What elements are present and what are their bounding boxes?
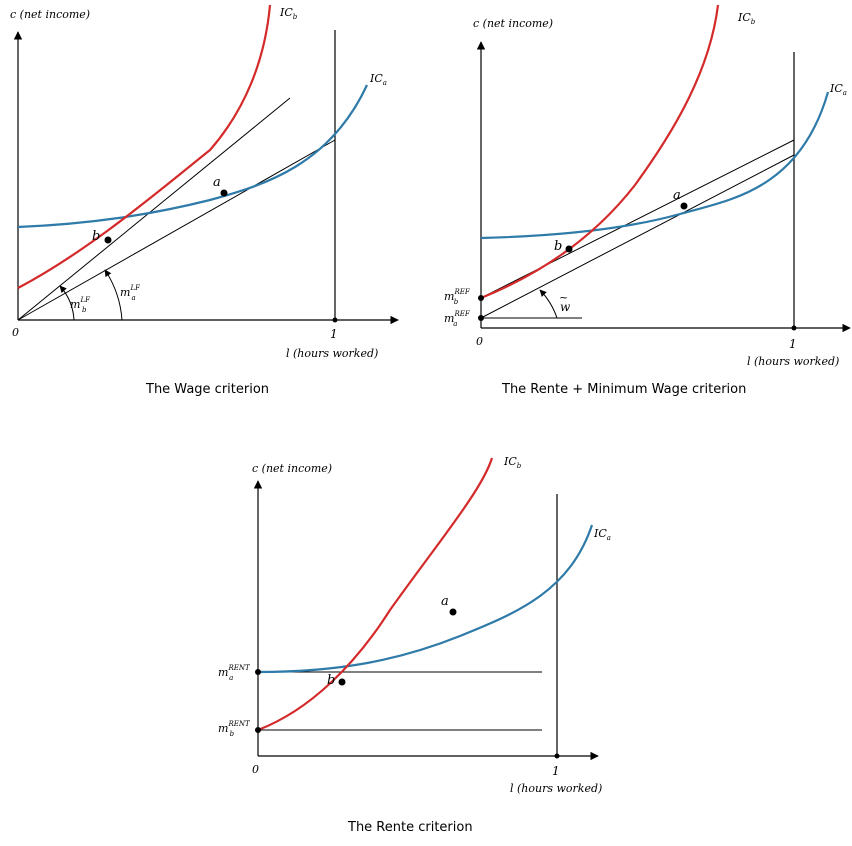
ic-a-label: ICa <box>369 72 387 87</box>
w-angle-arc <box>539 289 558 319</box>
point-a-label: a <box>441 594 449 609</box>
l-one-tick-dot <box>554 753 560 759</box>
ic-b-label: ICb <box>279 6 298 21</box>
one-label: 1 <box>330 327 338 341</box>
ic-a-label: ICa <box>829 82 847 97</box>
budget-line-a <box>17 139 336 321</box>
point-a-label: a <box>673 188 681 203</box>
y-axis-label: c (net income) <box>10 8 90 21</box>
ic-b-label: ICb <box>503 455 522 470</box>
l-one-tick-dot <box>332 317 338 323</box>
one-label: 1 <box>789 337 797 351</box>
wage-criterion-diagram: c (net income) l (hours worked) 0 1 a b … <box>10 4 399 360</box>
slope-a-label: mLF a <box>120 284 141 302</box>
m-a-rent-label: mRENT a <box>218 664 251 682</box>
indifference-curve-b <box>17 4 272 289</box>
indifference-curve-b <box>480 4 720 300</box>
point-a-dot <box>680 202 688 210</box>
m-a-ref-label: mREF a <box>444 310 471 328</box>
budget-line-b <box>17 97 291 321</box>
w-label: w <box>560 300 571 314</box>
l-one-tick-dot <box>791 325 797 331</box>
m-b-rent-label: mRENT b <box>218 720 251 738</box>
point-a-dot <box>220 189 228 197</box>
budget-line-a <box>480 154 795 319</box>
origin-label: 0 <box>12 326 19 339</box>
point-b-dot <box>338 678 346 686</box>
x-axis-label: l (hours worked) <box>286 347 378 360</box>
x-axis-label: l (hours worked) <box>510 782 602 795</box>
slope-a-arc <box>104 269 123 321</box>
one-label: 1 <box>552 764 560 778</box>
indifference-curve-a <box>257 524 594 674</box>
point-b-label: b <box>327 673 335 688</box>
slope-b-label: mLF b <box>70 296 91 314</box>
rente-criterion-diagram: c (net income) l (hours worked) 0 1 a b … <box>218 455 611 795</box>
budget-line-b <box>480 139 795 299</box>
x-axis-label: l (hours worked) <box>747 355 839 368</box>
point-a-dot <box>449 608 457 616</box>
y-axis-label: c (net income) <box>473 17 553 30</box>
slope-b-arc <box>59 285 75 321</box>
y-axis-label: c (net income) <box>252 462 332 475</box>
point-b-label: b <box>92 229 100 244</box>
rente-criterion-caption: The Rente criterion <box>348 820 473 835</box>
indifference-curve-a <box>480 91 830 240</box>
indifference-curve-b <box>257 457 494 732</box>
indifference-curve-a <box>17 84 368 229</box>
rente-min-wage-criterion-caption: The Rente + Minimum Wage criterion <box>502 382 747 397</box>
m-a-rent-dot <box>255 669 261 675</box>
m-b-rent-dot <box>255 727 261 733</box>
w-tilde: ~ <box>559 291 568 304</box>
point-a-label: a <box>213 175 221 190</box>
origin-label: 0 <box>476 335 483 348</box>
wage-criterion-caption: The Wage criterion <box>146 382 270 397</box>
point-b-label: b <box>554 239 562 254</box>
m-b-ref-label: mREF b <box>444 288 471 306</box>
origin-label: 0 <box>252 763 259 776</box>
ic-a-label: ICa <box>593 527 611 542</box>
rente-min-wage-criterion-diagram: c (net income) l (hours worked) 0 1 a b … <box>444 4 851 368</box>
point-b-dot <box>104 236 112 244</box>
ic-b-label: ICb <box>737 11 756 26</box>
m-a-ref-dot <box>478 315 484 321</box>
m-b-ref-dot <box>478 295 484 301</box>
point-b-dot <box>565 245 573 253</box>
